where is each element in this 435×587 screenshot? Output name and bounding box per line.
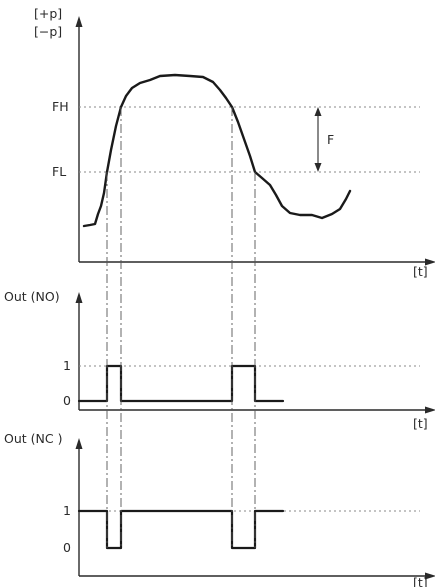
no-y-arrow (75, 292, 83, 303)
no-level-low: 0 (63, 393, 71, 408)
pressure-minus-label: [−p] (34, 24, 62, 39)
pressure-curve (82, 73, 352, 228)
no-time-label: [t] (413, 416, 428, 431)
nc-output-title: Out (NC ) (4, 431, 62, 446)
nc-level-low: 0 (63, 540, 71, 555)
hysteresis-arrow-down (314, 163, 322, 172)
nc-x-arrow (425, 572, 435, 580)
no-output-panel: Out (NO) [t] 1 0 (4, 289, 435, 431)
switching-guides (106, 107, 256, 548)
no-output-title: Out (NO) (4, 289, 60, 304)
fh-label: FH (52, 99, 69, 114)
nc-time-label: [t] (413, 575, 428, 587)
nc-output-panel: Out (NC ) [t] 1 0 (4, 431, 435, 587)
no-output-signal (77, 364, 285, 403)
fl-label: FL (52, 164, 66, 179)
nc-y-arrow (75, 438, 83, 449)
pressure-x-arrow (425, 258, 435, 266)
hysteresis-label: F (327, 132, 334, 147)
pressure-time-label: [t] (413, 264, 428, 279)
pressure-plus-label: [+p] (34, 6, 62, 21)
nc-output-signal (77, 509, 285, 550)
nc-level-high: 1 (63, 503, 71, 518)
hysteresis-arrow-up (314, 107, 322, 116)
pressure-y-arrow (75, 16, 83, 27)
no-level-high: 1 (63, 358, 71, 373)
pressure-panel: [+p] [−p] [t] FH FL F (34, 6, 435, 279)
no-x-arrow (425, 406, 435, 414)
